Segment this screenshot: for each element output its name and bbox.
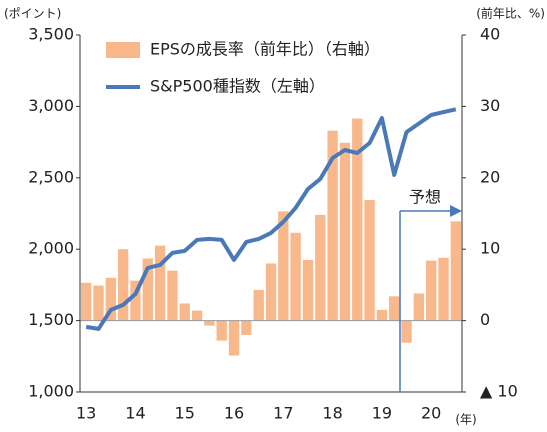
- x-axis-label: (年): [455, 413, 476, 427]
- forecast-arrowhead: [450, 205, 462, 217]
- y-tick-label: 3,500: [28, 25, 74, 44]
- y2-tick-label: 40: [480, 25, 500, 44]
- y-tick-label: 1,000: [28, 382, 74, 401]
- bar: [117, 249, 129, 321]
- y-tick-label: 1,500: [28, 310, 74, 329]
- y2-tick-label: 20: [480, 167, 500, 186]
- y-tick-label: 2,500: [28, 167, 74, 186]
- bar: [290, 232, 301, 321]
- bar: [154, 245, 166, 321]
- bar: [302, 259, 314, 321]
- bar: [327, 130, 338, 321]
- bar: [339, 142, 351, 321]
- bar: [401, 320, 412, 343]
- bar: [204, 320, 215, 326]
- bar: [179, 303, 190, 321]
- bar: [228, 320, 240, 356]
- x-tick-label: 18: [322, 404, 342, 423]
- bar: [413, 293, 425, 321]
- bar: [253, 289, 264, 321]
- bar: [105, 277, 116, 321]
- line-series: [85, 107, 457, 331]
- legend-label: EPSの成長率（前年比）（右軸）: [150, 40, 380, 59]
- bar: [191, 310, 203, 321]
- bar: [241, 320, 252, 335]
- bar: [167, 270, 178, 321]
- legend-label: S&P500種指数（左軸）: [150, 77, 325, 96]
- bar: [216, 320, 227, 341]
- annotation: 予想: [409, 188, 441, 207]
- x-tick-label: 14: [125, 404, 145, 423]
- y-tick-label: 2,000: [28, 239, 74, 258]
- bar: [426, 260, 437, 321]
- bar: [450, 221, 462, 321]
- bar: [142, 258, 153, 321]
- y2-tick-label: ▲ 10: [480, 382, 518, 401]
- bar: [130, 280, 141, 321]
- bar: [80, 282, 92, 321]
- x-tick-label: 19: [372, 404, 392, 423]
- x-tick-label: 15: [175, 404, 195, 423]
- y-tick-label: 3,000: [28, 96, 74, 115]
- legend-swatch: [106, 42, 140, 58]
- bar: [315, 214, 326, 321]
- bar: [376, 309, 388, 321]
- bar: [278, 211, 289, 321]
- y2-axis-label: (前年比、%): [476, 6, 545, 21]
- x-tick-label: 20: [421, 404, 441, 423]
- bar: [389, 296, 400, 321]
- x-tick-label: 17: [273, 404, 293, 423]
- y2-tick-label: 10: [480, 239, 500, 258]
- bar: [352, 118, 363, 321]
- x-tick-label: 16: [224, 404, 244, 423]
- y2-tick-label: 0: [480, 310, 490, 329]
- x-tick-label: 13: [76, 404, 96, 423]
- y-axis-label: (ポイント): [4, 7, 61, 21]
- y2-tick-label: 30: [480, 96, 500, 115]
- bar: [438, 257, 449, 321]
- bar: [364, 199, 375, 321]
- bar: [93, 285, 104, 321]
- bar: [265, 263, 277, 321]
